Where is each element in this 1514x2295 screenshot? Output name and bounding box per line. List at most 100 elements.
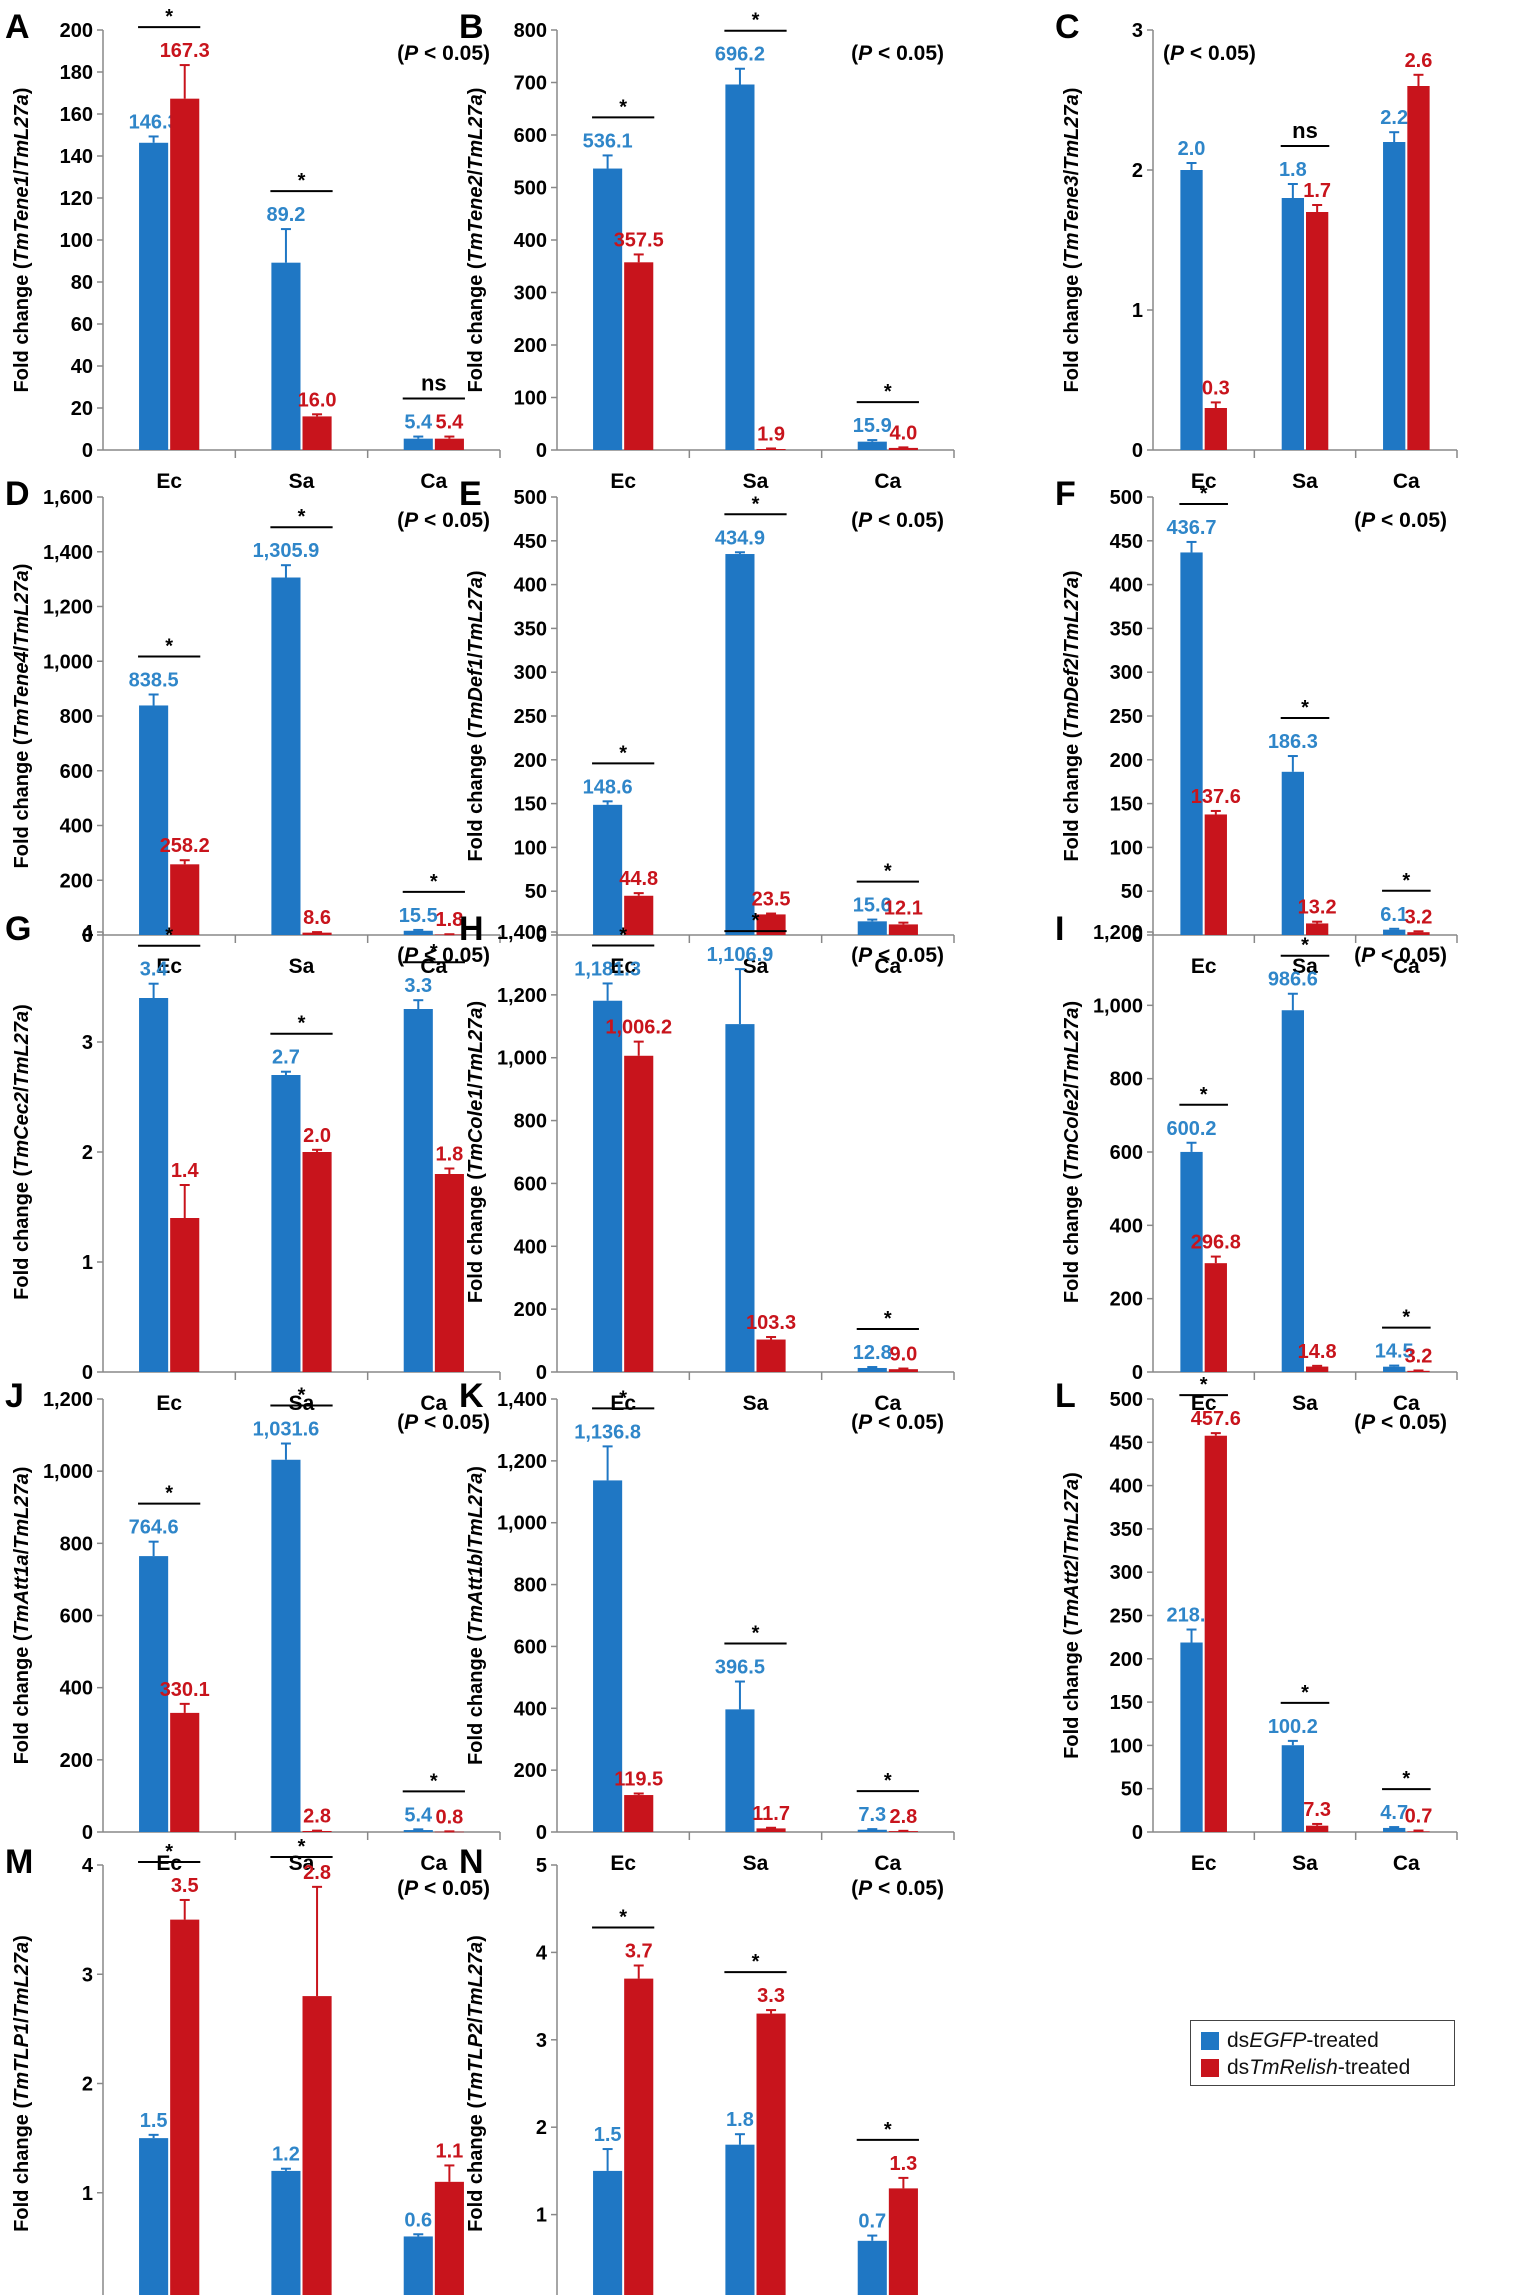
y-tick-label: 400 <box>514 230 547 252</box>
data-label-control: 1.8 <box>726 2109 754 2131</box>
data-label-treated: 2.6 <box>1405 50 1433 72</box>
bar-treated <box>624 1055 654 1372</box>
data-label-control: 986.6 <box>1268 969 1318 991</box>
legend-item-treated: ds TmRelish -treated <box>1201 2054 1444 2081</box>
y-tick-label: 400 <box>514 1698 547 1720</box>
y-axis-label: Fold change (TmCec2/TmL27a) <box>11 1004 33 1300</box>
data-label-treated: 330.1 <box>160 1679 210 1701</box>
y-tick-label: 1,200 <box>43 1389 93 1411</box>
y-tick-label: 4 <box>82 1855 94 1877</box>
y-tick-label: 50 <box>525 881 547 903</box>
y-tick-label: 140 <box>60 146 93 168</box>
data-label-control: 2.0 <box>1178 138 1206 160</box>
data-label-control: 15.5 <box>399 905 438 927</box>
bar-control <box>725 1709 755 1832</box>
y-tick-label: 500 <box>514 487 547 509</box>
significance-mark: * <box>619 96 627 118</box>
data-label-control: 1.8 <box>1279 159 1307 181</box>
data-label-control: 148.6 <box>583 776 633 798</box>
y-axis-label: Fold change (TmCole1/TmL27a) <box>465 1001 487 1303</box>
data-label-treated: 2.8 <box>303 1806 331 1828</box>
panel-letter: N <box>459 1843 484 1881</box>
bar-control <box>1383 142 1406 450</box>
bar-control <box>403 2236 433 2295</box>
bar-treated <box>624 895 654 935</box>
panel-J: J Fold change (TmAtt1a/TmL27a) 0 200 400 600 8… <box>5 1377 501 1875</box>
y-tick-label: 1,200 <box>43 597 93 619</box>
x-tick-label: Sa <box>289 955 315 978</box>
data-label-control: 1,031.6 <box>253 1419 320 1441</box>
y-tick-label: 3 <box>536 2030 547 2052</box>
y-tick-label: 40 <box>71 356 93 378</box>
panel-M: M Fold change (TmTLP1/TmL27a) 0 1 2 3 4 Ec 1.5 3.… <box>5 1836 490 2295</box>
y-axis-label: Fold change (TmAtt1a/TmL27a) <box>11 1467 33 1765</box>
data-label-control: 764.6 <box>129 1517 179 1539</box>
data-label-control: 1,181.3 <box>574 958 641 980</box>
x-tick-label: Ec <box>156 1392 182 1415</box>
legend-prefix: ds <box>1227 2055 1250 2079</box>
data-label-control: 1.5 <box>140 2110 168 2132</box>
y-tick-label: 5 <box>536 1855 547 1877</box>
data-label-treated: 1.8 <box>435 1144 463 1166</box>
bar-treated <box>888 1369 918 1372</box>
y-tick-label: 2 <box>82 2074 93 2096</box>
data-label-control: 3.4 <box>140 959 169 981</box>
x-tick-label: Ec <box>156 955 182 978</box>
legend-prefix: ds <box>1227 2028 1250 2052</box>
bar-control <box>593 804 623 935</box>
y-tick-label: 1 <box>1132 300 1143 322</box>
x-tick-label: Ec <box>156 470 182 493</box>
significance-mark: * <box>1402 870 1410 892</box>
y-tick-label: 80 <box>71 272 93 294</box>
y-tick-label: 0 <box>536 440 547 462</box>
y-tick-label: 1,200 <box>1093 922 1143 944</box>
x-tick-label: Ca <box>420 1852 447 1875</box>
y-tick-label: 120 <box>60 188 93 210</box>
y-tick-label: 300 <box>1110 662 1143 684</box>
bar-control <box>139 142 169 450</box>
significance-mark: * <box>1200 1374 1208 1396</box>
bar-control <box>593 1480 623 1832</box>
panel-letter: L <box>1055 1377 1076 1415</box>
y-tick-label: 600 <box>514 1173 547 1195</box>
significance-mark: * <box>619 924 627 946</box>
data-label-treated: 167.3 <box>160 40 210 62</box>
x-tick-label: Sa <box>1292 470 1318 493</box>
panel-letter: M <box>5 1843 33 1881</box>
data-label-treated: 1.3 <box>889 2153 917 2175</box>
bar-control <box>1281 1010 1304 1372</box>
panel-N: N Fold change (TmTLP2/TmL27a) 0 1 2 3 4 5 Ec 1.5 3… <box>459 1843 944 2295</box>
p-value-note: (P < 0.05) <box>851 509 944 532</box>
bar-treated <box>1407 1831 1430 1832</box>
y-tick-label: 1,200 <box>497 1451 547 1473</box>
bar-control <box>1180 1151 1203 1372</box>
significance-mark: * <box>298 506 306 528</box>
significance-mark: * <box>752 1623 760 1645</box>
data-label-treated: 44.8 <box>619 868 658 890</box>
y-tick-label: 20 <box>71 398 93 420</box>
y-tick-label: 1,000 <box>43 651 93 673</box>
significance-mark: * <box>752 910 760 932</box>
data-label-treated: 1.8 <box>435 909 463 931</box>
y-tick-label: 800 <box>514 1111 547 1133</box>
panel-K: K Fold change (TmAtt1b/TmL27a) 0 200 400 600 8… <box>459 1377 955 1875</box>
y-axis-label: Fold change (TmDef1/TmL27a) <box>465 570 487 861</box>
significance-mark: * <box>884 861 892 883</box>
y-tick-label: 1,000 <box>497 1513 547 1535</box>
y-tick-label: 2 <box>82 1142 93 1164</box>
significance-mark: * <box>619 1387 627 1409</box>
significance-mark: * <box>619 1907 627 1929</box>
y-tick-label: 160 <box>60 104 93 126</box>
data-label-control: 15.9 <box>853 415 892 437</box>
data-label-control: 1.5 <box>594 2124 622 2146</box>
data-label-treated: 137.6 <box>1191 786 1241 808</box>
bar-treated <box>756 914 786 935</box>
x-tick-label: Ca <box>874 1392 901 1415</box>
y-tick-label: 0 <box>82 925 93 947</box>
x-tick-label: Sa <box>1292 1852 1318 1875</box>
y-axis-label: Fold change (TmTene2/TmL27a) <box>465 88 487 393</box>
p-value-note: (P < 0.05) <box>1163 42 1256 65</box>
data-label-treated: 357.5 <box>614 229 664 251</box>
y-tick-label: 600 <box>60 1606 93 1628</box>
